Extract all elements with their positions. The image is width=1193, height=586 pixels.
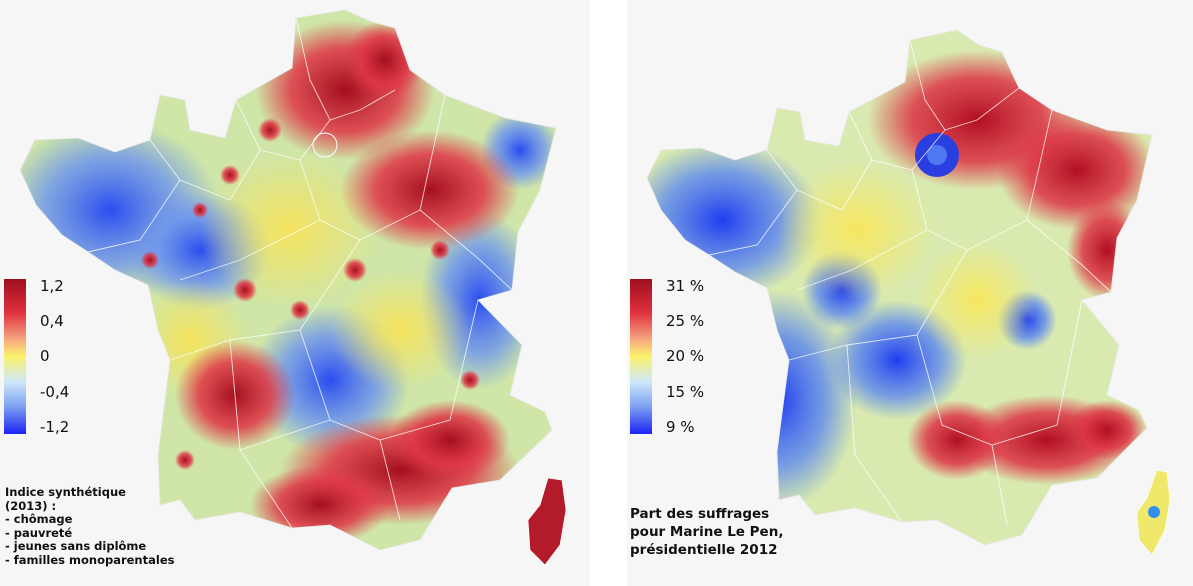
panel-separator bbox=[590, 0, 627, 586]
legend-tick: -0,4 bbox=[40, 383, 70, 401]
caption-line: présidentielle 2012 bbox=[630, 542, 778, 558]
caption-line: - pauvreté bbox=[5, 525, 73, 540]
legend-tick: -1,2 bbox=[40, 418, 70, 436]
color-scale-bar bbox=[630, 279, 652, 434]
caption-line: - chômage bbox=[5, 512, 73, 526]
legend-tick: 25 % bbox=[666, 312, 705, 330]
legend-tick: 9 % bbox=[666, 418, 695, 436]
caption-line: (2013) : bbox=[5, 498, 57, 513]
left-map-panel: 1,2 0,4 0 -0,4 -1,2 Indice synthétique (… bbox=[0, 0, 590, 586]
legend-tick: 20 % bbox=[666, 347, 705, 365]
left-map-france-social-index bbox=[19, 9, 567, 566]
corsica-left bbox=[527, 477, 567, 566]
legend-tick: 31 % bbox=[666, 277, 705, 295]
left-map-caption: Indice synthétique (2013) : - chômage - … bbox=[5, 485, 235, 567]
right-map-panel bbox=[627, 0, 1193, 586]
legend-tick: 0,4 bbox=[40, 312, 64, 330]
corsica-hotspot bbox=[1148, 506, 1160, 518]
color-scale-bar bbox=[4, 279, 26, 434]
caption-line: pour Marine Le Pen, bbox=[630, 524, 784, 540]
caption-line: Part des suffrages bbox=[630, 506, 770, 522]
caption-line: - jeunes sans diplôme bbox=[5, 539, 147, 553]
left-map-legend: 1,2 0,4 0 -0,4 -1,2 bbox=[4, 277, 114, 439]
caption-line: Indice synthétique bbox=[5, 485, 126, 499]
legend-tick: 1,2 bbox=[40, 277, 64, 295]
right-map-caption: Part des suffrages pour Marine Le Pen, p… bbox=[630, 505, 850, 559]
legend-tick: 15 % bbox=[666, 383, 705, 401]
right-map-le-pen-vote-share bbox=[646, 29, 1171, 556]
legend-tick: 0 bbox=[40, 347, 50, 365]
caption-line: - familles monoparentales bbox=[5, 552, 175, 567]
right-map-legend: 31 % 25 % 20 % 15 % 9 % bbox=[630, 277, 740, 439]
